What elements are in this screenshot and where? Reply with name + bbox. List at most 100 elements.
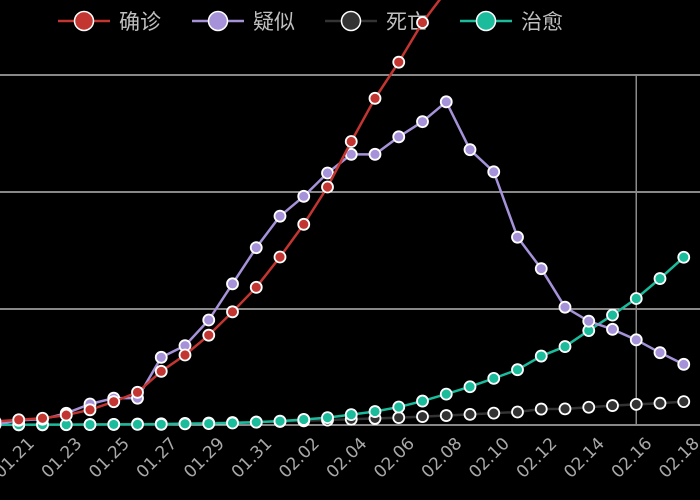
series-layer (0, 0, 691, 432)
data-point[interactable] (107, 418, 121, 431)
x-tick-label: 01.21 (0, 434, 39, 483)
data-point[interactable] (368, 405, 382, 418)
data-point[interactable] (273, 414, 287, 428)
data-point[interactable] (629, 292, 643, 305)
data-point[interactable] (12, 413, 26, 427)
data-point[interactable] (439, 409, 453, 422)
data-point[interactable] (36, 411, 49, 425)
data-point[interactable] (534, 262, 548, 276)
data-point[interactable] (416, 16, 429, 29)
data-point[interactable] (653, 272, 667, 285)
x-tick-label: 02.10 (465, 434, 514, 483)
data-point[interactable] (154, 350, 168, 364)
data-point[interactable] (321, 411, 334, 425)
data-point[interactable] (107, 395, 121, 409)
data-point[interactable] (606, 322, 619, 336)
data-point[interactable] (202, 313, 216, 327)
series-0 (0, 0, 442, 427)
legend-item[interactable]: 确诊 (58, 10, 161, 34)
legend-item[interactable]: 治愈 (460, 10, 563, 34)
data-point[interactable] (344, 135, 358, 148)
legend[interactable]: 确诊 疑似 死亡 治愈 (58, 10, 563, 34)
data-point[interactable] (392, 400, 406, 414)
data-point[interactable] (202, 417, 216, 430)
data-point[interactable] (558, 402, 572, 416)
data-point[interactable] (297, 413, 311, 426)
legend-marker-icon (207, 10, 229, 32)
x-tick-label: 01.31 (228, 434, 277, 483)
data-point[interactable] (511, 363, 524, 377)
data-point[interactable] (273, 250, 287, 264)
data-point[interactable] (416, 115, 429, 129)
x-tick-label: 02.18 (655, 434, 700, 483)
data-point[interactable] (487, 165, 501, 179)
data-point[interactable] (368, 147, 382, 161)
data-point[interactable] (226, 305, 239, 319)
data-point[interactable] (297, 217, 311, 231)
data-point[interactable] (178, 417, 192, 431)
data-point[interactable] (677, 250, 691, 264)
data-point[interactable] (392, 55, 406, 69)
data-point[interactable] (297, 189, 311, 203)
data-point[interactable] (392, 411, 406, 424)
data-point[interactable] (677, 357, 691, 371)
data-point[interactable] (178, 348, 192, 362)
data-point[interactable] (463, 380, 477, 394)
legend-label: 疑似 (253, 10, 295, 34)
data-point[interactable] (629, 397, 643, 411)
data-point[interactable] (0, 416, 2, 427)
data-point[interactable] (416, 410, 429, 423)
data-point[interactable] (249, 415, 263, 429)
data-point[interactable] (321, 180, 334, 194)
data-point[interactable] (558, 300, 572, 314)
data-point[interactable] (416, 394, 429, 408)
x-axis: 01.2101.2301.2501.2701.2901.3102.0202.04… (0, 434, 700, 483)
x-tick-label: 02.16 (608, 434, 657, 483)
data-point[interactable] (154, 364, 168, 378)
data-point[interactable] (463, 408, 477, 421)
data-point[interactable] (558, 340, 572, 353)
data-point[interactable] (511, 405, 524, 419)
data-point[interactable] (511, 230, 524, 244)
data-point[interactable] (463, 143, 477, 157)
data-point[interactable] (487, 406, 501, 420)
legend-item[interactable]: 死亡 (325, 10, 428, 34)
data-point[interactable] (273, 209, 287, 223)
data-point[interactable] (368, 91, 382, 105)
data-point[interactable] (653, 346, 667, 360)
data-point[interactable] (321, 166, 334, 180)
data-point[interactable] (534, 349, 548, 363)
data-point[interactable] (629, 333, 643, 347)
data-point[interactable] (249, 280, 263, 294)
series-line (0, 0, 442, 423)
legend-item[interactable]: 疑似 (192, 10, 295, 34)
data-point[interactable] (344, 408, 358, 421)
data-point[interactable] (59, 408, 73, 422)
data-point[interactable] (131, 417, 144, 431)
data-point[interactable] (677, 395, 691, 409)
series-1 (0, 95, 691, 429)
data-point[interactable] (154, 417, 168, 431)
data-point[interactable] (606, 308, 619, 322)
data-point[interactable] (439, 95, 453, 109)
data-point[interactable] (392, 130, 406, 144)
data-point[interactable] (83, 403, 97, 417)
x-tick-label: 01.23 (38, 434, 87, 483)
x-tick-label: 02.12 (513, 434, 562, 483)
data-point[interactable] (249, 241, 263, 255)
data-point[interactable] (226, 277, 239, 291)
data-point[interactable] (439, 387, 453, 401)
data-point[interactable] (582, 314, 596, 328)
data-point[interactable] (534, 402, 548, 416)
data-point[interactable] (226, 416, 239, 430)
data-point[interactable] (487, 371, 501, 385)
data-point[interactable] (131, 385, 144, 399)
data-point[interactable] (653, 396, 667, 410)
x-tick-label: 02.14 (560, 434, 609, 483)
data-point[interactable] (582, 400, 596, 414)
data-point[interactable] (606, 399, 619, 412)
data-point[interactable] (83, 418, 97, 431)
data-point[interactable] (202, 328, 216, 342)
legend-marker-icon (340, 10, 362, 32)
